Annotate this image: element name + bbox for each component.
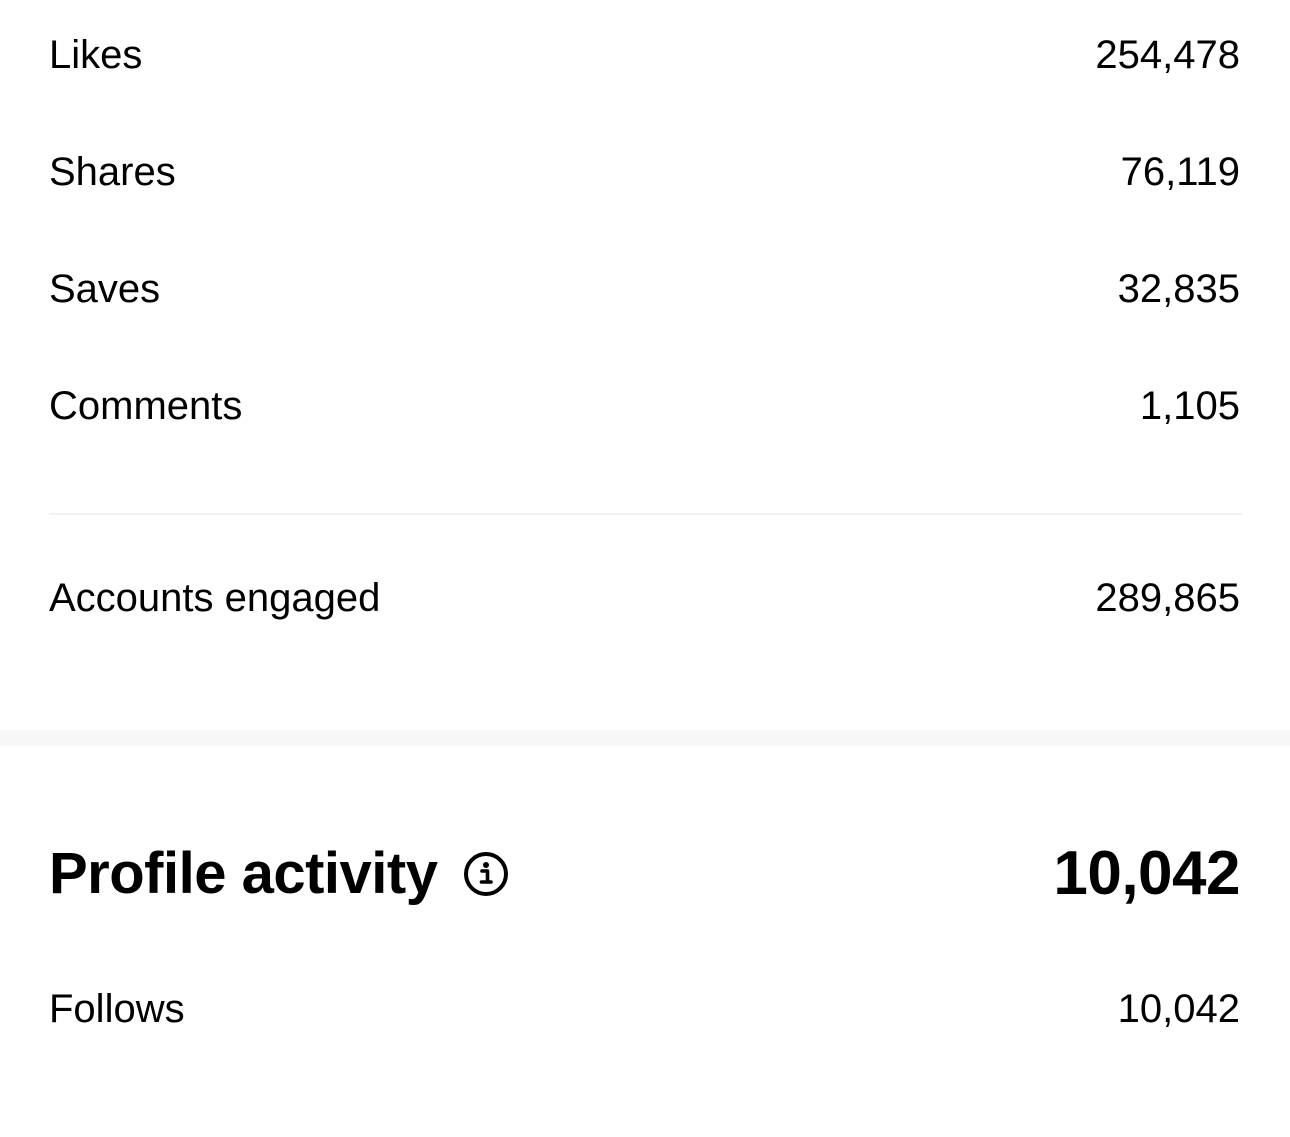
metric-value: 32,835 [1117, 267, 1240, 311]
profile-activity-header: Profile activity 10,042 [49, 838, 1240, 910]
follows-value: 10,042 [1117, 987, 1240, 1031]
follows-label: Follows [49, 987, 185, 1031]
profile-activity-title-group: Profile activity [49, 838, 509, 910]
metric-row-shares: Shares 76,119 [49, 148, 1240, 196]
metric-label: Likes [49, 33, 143, 77]
metric-value: 76,119 [1120, 150, 1240, 194]
divider [49, 513, 1242, 515]
accounts-engaged-label: Accounts engaged [49, 576, 381, 620]
section-separator [0, 730, 1290, 746]
metric-label: Saves [49, 267, 161, 311]
metric-label: Shares [49, 150, 176, 194]
metric-value: 254,478 [1095, 33, 1240, 77]
info-icon[interactable] [463, 851, 509, 897]
metric-row-saves: Saves 32,835 [49, 265, 1240, 313]
metric-value: 1,105 [1139, 384, 1240, 428]
metric-label: Comments [49, 384, 243, 428]
accounts-engaged-row: Accounts engaged 289,865 [49, 574, 1240, 622]
metric-row-comments: Comments 1,105 [49, 382, 1240, 430]
accounts-engaged-value: 289,865 [1095, 576, 1240, 620]
profile-activity-title: Profile activity [49, 841, 438, 906]
profile-activity-total: 10,042 [1053, 839, 1240, 908]
profile-activity-row-follows: Follows 10,042 [49, 985, 1240, 1033]
metric-row-likes: Likes 254,478 [49, 31, 1240, 79]
